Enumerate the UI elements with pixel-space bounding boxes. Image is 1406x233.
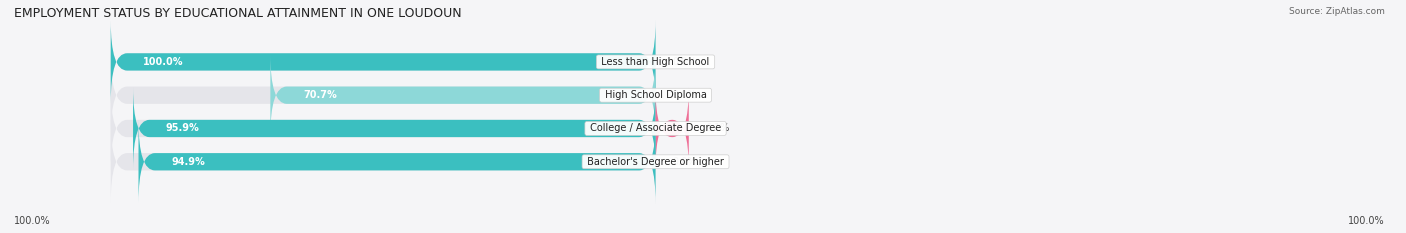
Text: 6.1%: 6.1% — [706, 123, 730, 134]
FancyBboxPatch shape — [111, 120, 655, 203]
Text: College / Associate Degree: College / Associate Degree — [586, 123, 724, 134]
Text: 95.9%: 95.9% — [166, 123, 200, 134]
FancyBboxPatch shape — [139, 120, 655, 203]
FancyBboxPatch shape — [111, 54, 655, 137]
FancyBboxPatch shape — [111, 21, 655, 103]
Text: Bachelor's Degree or higher: Bachelor's Degree or higher — [583, 157, 727, 167]
Text: High School Diploma: High School Diploma — [602, 90, 710, 100]
Text: EMPLOYMENT STATUS BY EDUCATIONAL ATTAINMENT IN ONE LOUDOUN: EMPLOYMENT STATUS BY EDUCATIONAL ATTAINM… — [14, 7, 461, 20]
Text: Less than High School: Less than High School — [599, 57, 713, 67]
Text: 100.0%: 100.0% — [143, 57, 184, 67]
Text: Source: ZipAtlas.com: Source: ZipAtlas.com — [1289, 7, 1385, 16]
Text: 70.7%: 70.7% — [304, 90, 337, 100]
FancyBboxPatch shape — [111, 87, 655, 170]
Text: 100.0%: 100.0% — [14, 216, 51, 226]
Text: 0.0%: 0.0% — [672, 157, 696, 167]
Text: 0.0%: 0.0% — [672, 90, 696, 100]
Text: 100.0%: 100.0% — [1348, 216, 1385, 226]
FancyBboxPatch shape — [134, 87, 655, 170]
Text: 94.9%: 94.9% — [172, 157, 205, 167]
Text: 0.0%: 0.0% — [672, 57, 696, 67]
FancyBboxPatch shape — [270, 54, 655, 137]
FancyBboxPatch shape — [111, 21, 655, 103]
FancyBboxPatch shape — [655, 87, 689, 170]
